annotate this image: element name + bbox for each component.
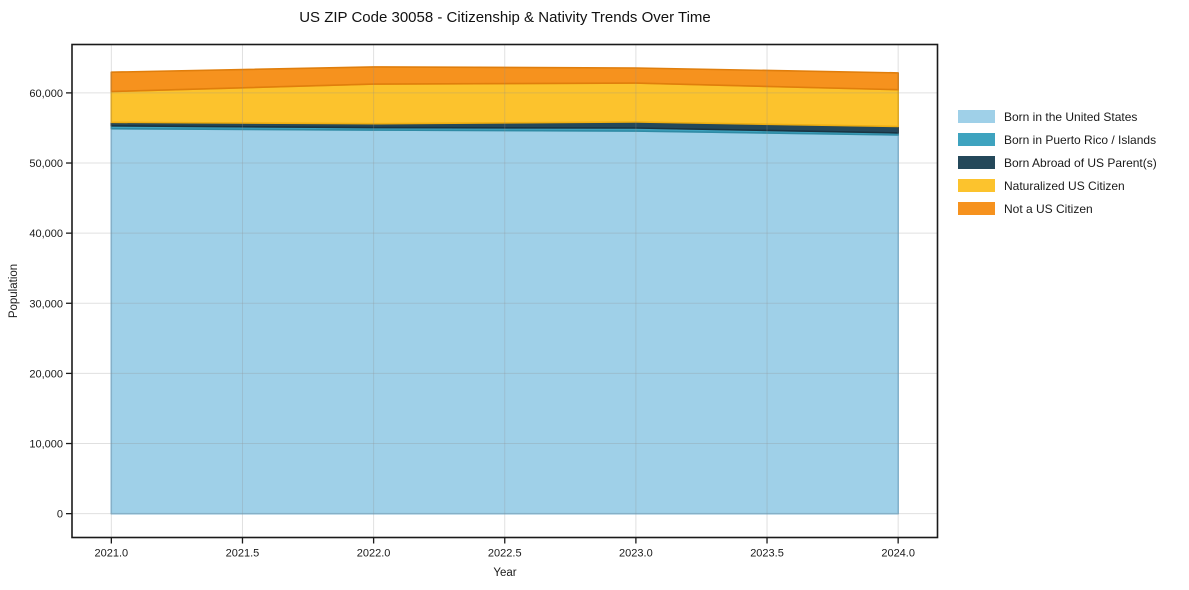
x-tick-label: 2021.0	[95, 548, 129, 560]
y-tick-label: 30,000	[29, 298, 63, 310]
y-tick-label: 0	[57, 509, 63, 521]
x-tick-label: 2024.0	[881, 548, 915, 560]
y-axis-label: Population	[8, 263, 20, 319]
legend-item-not-us-citizen: Not a US Citizen	[958, 197, 1157, 220]
legend: Born in the United States Born in Puerto …	[958, 105, 1157, 220]
y-tick-label: 60,000	[29, 88, 63, 100]
legend-swatch	[958, 133, 995, 146]
legend-item-naturalized-citizen: Naturalized US Citizen	[958, 174, 1157, 197]
legend-item-born-in-pr-islands: Born in Puerto Rico / Islands	[958, 128, 1157, 151]
legend-item-label: Born in Puerto Rico / Islands	[1004, 132, 1157, 147]
x-tick-label: 2023.0	[619, 548, 653, 560]
legend-swatch	[958, 156, 995, 169]
legend-item-born-abroad-us-parent: Born Abroad of US Parent(s)	[958, 151, 1157, 174]
chart-title: US ZIP Code 30058 - Citizenship & Nativi…	[299, 9, 711, 26]
legend-item-label: Born Abroad of US Parent(s)	[1004, 155, 1157, 170]
y-tick-label: 40,000	[29, 228, 63, 240]
legend-item-label: Born in the United States	[1004, 109, 1138, 124]
x-axis-label: Year	[493, 567, 517, 579]
area-not-us-citizen	[110, 66, 899, 93]
legend-item-born-in-us: Born in the United States	[958, 105, 1157, 128]
y-tick-label: 10,000	[29, 439, 63, 451]
legend-item-label: Not a US Citizen	[1004, 201, 1093, 216]
legend-item-label: Naturalized US Citizen	[1004, 178, 1125, 193]
x-tick-label: 2021.5	[226, 548, 260, 560]
x-tick-label: 2022.0	[357, 548, 391, 560]
x-tick-label: 2023.5	[750, 548, 784, 560]
legend-swatch	[958, 202, 995, 215]
legend-swatch	[958, 110, 995, 123]
y-tick-label: 50,000	[29, 158, 63, 170]
y-tick-label: 20,000	[29, 368, 63, 380]
x-tick-label: 2022.5	[488, 548, 522, 560]
legend-swatch	[958, 179, 995, 192]
